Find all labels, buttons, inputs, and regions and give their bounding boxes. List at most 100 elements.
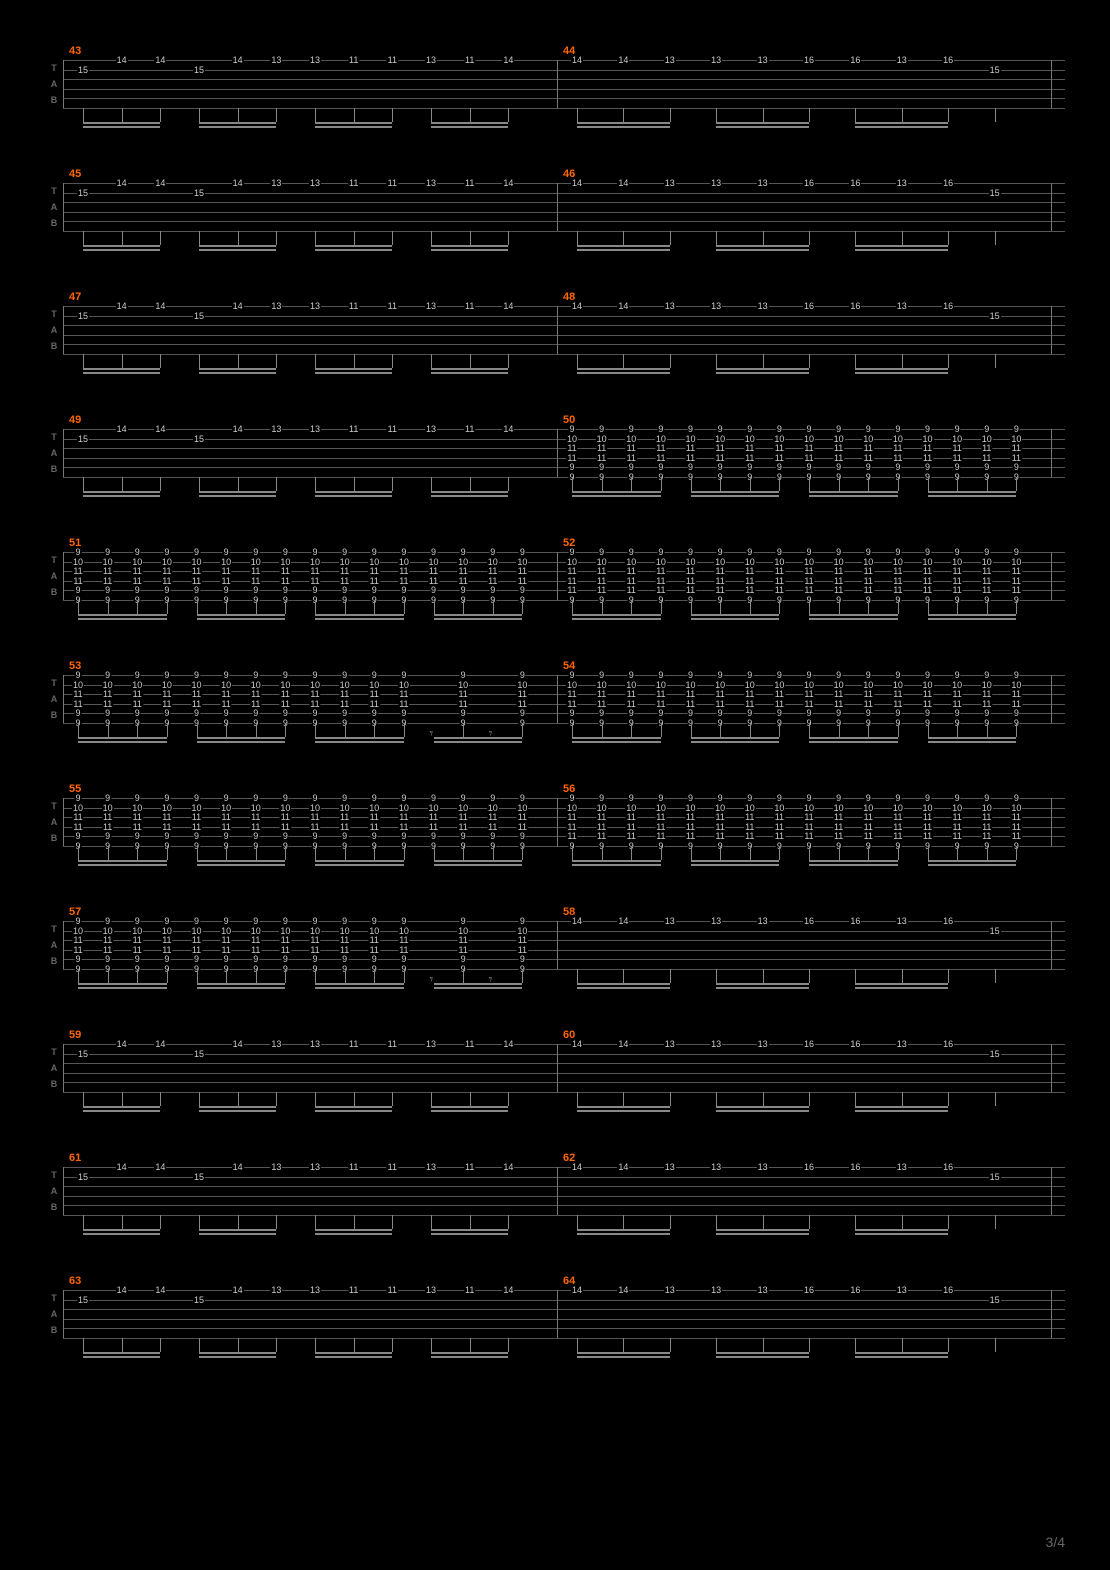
fret-number: 14: [116, 1163, 128, 1172]
fret-number: 14: [571, 1286, 583, 1295]
fret-number: 16: [803, 179, 815, 188]
fret-number: 13: [757, 1163, 769, 1172]
fret-number: 13: [270, 56, 282, 65]
measure-number: 45: [69, 168, 81, 180]
fret-number: 14: [232, 1040, 244, 1049]
fret-number: 13: [270, 302, 282, 311]
fret-number: 11: [348, 1163, 359, 1172]
fret-number: 15: [193, 312, 205, 321]
fret-number: 13: [896, 1040, 908, 1049]
fret-number: 14: [571, 302, 583, 311]
fret-number: 11: [348, 302, 359, 311]
fret-number: 11: [387, 302, 398, 311]
fret-number: 13: [757, 1040, 769, 1049]
fret-number: 16: [942, 1040, 954, 1049]
fret-number: 16: [803, 1040, 815, 1049]
fret-number: 11: [387, 56, 398, 65]
fret-number: 11: [348, 56, 359, 65]
fret-number: 13: [425, 179, 437, 188]
fret-number: 13: [757, 1286, 769, 1295]
fret-number: 11: [464, 1163, 475, 1172]
fret-number: 13: [896, 302, 908, 311]
fret-number: 14: [617, 1286, 629, 1295]
fret-number: 15: [989, 927, 1001, 936]
fret-number: 13: [710, 302, 722, 311]
fret-number: 16: [849, 302, 861, 311]
fret-number: 14: [617, 302, 629, 311]
fret-number: 15: [193, 1050, 205, 1059]
fret-number: 15: [77, 1296, 89, 1305]
fret-number: 14: [502, 1163, 514, 1172]
tab-system: TAB5915141415141313111113111460141413131…: [45, 1044, 1065, 1116]
fret-number: 13: [664, 1040, 676, 1049]
fret-number: 16: [942, 56, 954, 65]
fret-number: 14: [571, 1163, 583, 1172]
fret-number: 14: [154, 1040, 166, 1049]
fret-number: 16: [942, 179, 954, 188]
tab-system: TAB5391011119991011119991011119991011119…: [45, 675, 1065, 747]
fret-number: 13: [710, 56, 722, 65]
fret-number: 14: [232, 302, 244, 311]
fret-number: 15: [989, 1050, 1001, 1059]
fret-number: 13: [664, 302, 676, 311]
fret-number: 13: [270, 1163, 282, 1172]
fret-number: 11: [387, 1040, 398, 1049]
fret-number: 15: [77, 1050, 89, 1059]
fret-number: 13: [309, 425, 321, 434]
fret-number: 14: [617, 179, 629, 188]
tab-clef-label: TAB: [45, 798, 63, 846]
fret-number: 13: [896, 179, 908, 188]
fret-number: 14: [502, 56, 514, 65]
fret-number: 14: [502, 1286, 514, 1295]
tab-system: TAB6115141415141313111113111462141413131…: [45, 1167, 1065, 1239]
fret-number: 16: [803, 917, 815, 926]
fret-number: 15: [989, 66, 1001, 75]
tab-staff: 6315141415141313111113111464141413131316…: [63, 1290, 1065, 1338]
measure-number: 43: [69, 45, 81, 57]
fret-number: 16: [942, 1163, 954, 1172]
fret-number: 15: [77, 1173, 89, 1182]
fret-number: 15: [193, 189, 205, 198]
fret-number: 11: [464, 425, 475, 434]
fret-number: 13: [757, 56, 769, 65]
fret-number: 14: [232, 1286, 244, 1295]
tab-clef-label: TAB: [45, 60, 63, 108]
fret-number: 11: [348, 425, 359, 434]
fret-number: 13: [309, 1040, 321, 1049]
fret-number: 13: [309, 56, 321, 65]
fret-number: 15: [989, 189, 1001, 198]
fret-number: 11: [464, 1286, 475, 1295]
fret-number: 14: [232, 179, 244, 188]
tab-system: TAB6315141415141313111113111464141413131…: [45, 1290, 1065, 1362]
fret-number: 14: [502, 1040, 514, 1049]
tab-clef-label: TAB: [45, 1167, 63, 1215]
fret-number: 13: [664, 179, 676, 188]
fret-number: 15: [193, 66, 205, 75]
fret-number: 13: [425, 1040, 437, 1049]
fret-number: 16: [849, 1286, 861, 1295]
fret-number: 16: [849, 1040, 861, 1049]
tab-staff: 4915141415141313111113111450910111199910…: [63, 429, 1065, 477]
fret-number: 13: [270, 1040, 282, 1049]
fret-number: 13: [425, 1286, 437, 1295]
fret-number: 13: [270, 179, 282, 188]
fret-number: 13: [896, 917, 908, 926]
fret-number: 14: [232, 425, 244, 434]
fret-number: 13: [757, 179, 769, 188]
fret-number: 13: [896, 1163, 908, 1172]
fret-number: 14: [617, 1040, 629, 1049]
fret-number: 11: [387, 179, 398, 188]
fret-number: 16: [803, 56, 815, 65]
fret-number: 15: [77, 66, 89, 75]
fret-number: 15: [193, 435, 205, 444]
fret-number: 14: [232, 56, 244, 65]
fret-number: 13: [270, 1286, 282, 1295]
tab-staff: 5591011119991011119991011119991011119991…: [63, 798, 1065, 846]
fret-number: 13: [757, 302, 769, 311]
fret-number: 14: [502, 179, 514, 188]
fret-number: 16: [803, 302, 815, 311]
fret-number: 13: [757, 917, 769, 926]
fret-number: 15: [77, 189, 89, 198]
fret-number: 16: [942, 302, 954, 311]
tab-system: TAB5591011119991011119991011119991011119…: [45, 798, 1065, 870]
